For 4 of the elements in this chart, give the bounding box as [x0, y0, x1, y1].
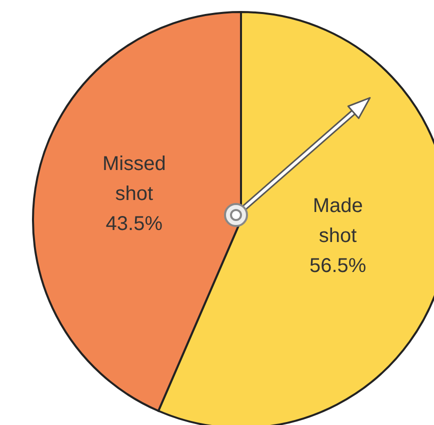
data-label: 56.5% [309, 255, 366, 278]
slice-label: Missed shot [102, 152, 166, 205]
slice-label: Made shot [312, 195, 363, 248]
data-label: 43.5% [106, 212, 163, 235]
